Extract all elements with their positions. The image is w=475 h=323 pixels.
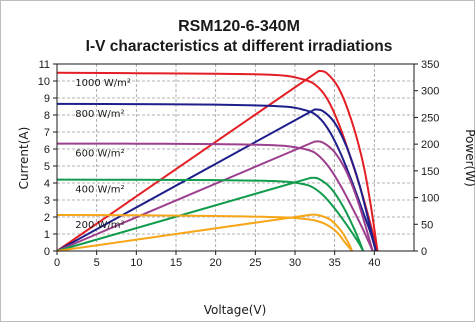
y-left-tick-label: 10 [38,76,50,88]
y-left-tick-label: 3 [44,195,50,207]
irradiance-label-1: 800 W/m² [75,109,124,120]
x-tick-label: 0 [54,257,60,269]
irradiance-label-3: 400 W/m² [75,185,124,196]
y-left-tick-label: 5 [44,161,50,173]
y-right-tick-label: 300 [421,86,439,98]
x-tick-label: 10 [130,257,142,269]
irradiance-label-0: 1000 W/m² [75,78,131,89]
x-tick-label: 40 [368,257,380,269]
irradiance-label-4: 200 W/m² [75,220,124,231]
y-right-tick-label: 200 [421,139,439,151]
curve-labels: 1000 W/m² 800 W/m² 600 W/m² 400 W/m² 200 W/m… [75,78,131,231]
y-right-tick-label: 100 [421,193,439,205]
chart-subtitle: I-V characteristics at different irradia… [86,38,393,55]
y-axis-right-label: Power(W) [463,129,475,187]
y-left-tick-label: 11 [39,59,50,71]
x-tick-label: 35 [329,257,341,269]
x-tick-label: 5 [94,257,100,269]
chart-title: RSM120-6-340M [178,18,300,35]
y-right-tick-label: 350 [421,59,439,71]
x-tick-label: 15 [170,257,182,269]
axis-ticks: 0 5 10 15 20 25 30 35 40 0 1 2 3 4 5 6 7 8 9 10 11 0 50 100 150 2… [38,59,440,269]
x-tick-label: 25 [249,257,261,269]
irradiance-label-2: 600 W/m² [75,149,124,160]
y-right-tick-label: 50 [421,219,433,231]
x-tick-label: 20 [210,257,222,269]
x-tick-label: 30 [289,257,301,269]
y-right-tick-label: 0 [421,246,427,258]
y-left-tick-label: 1 [44,229,50,241]
y-left-tick-label: 6 [44,144,50,156]
y-left-tick-label: 4 [44,178,50,190]
y-left-tick-label: 7 [44,127,50,139]
y-left-tick-label: 0 [44,246,50,258]
x-axis-label: Voltage(V) [204,303,267,317]
y-axis-left-label: Current(A) [17,127,31,190]
y-left-tick-label: 2 [44,212,50,224]
y-left-tick-label: 9 [44,93,50,105]
y-right-tick-label: 250 [421,112,439,124]
y-right-tick-label: 150 [421,166,439,178]
y-left-tick-label: 8 [44,110,50,122]
